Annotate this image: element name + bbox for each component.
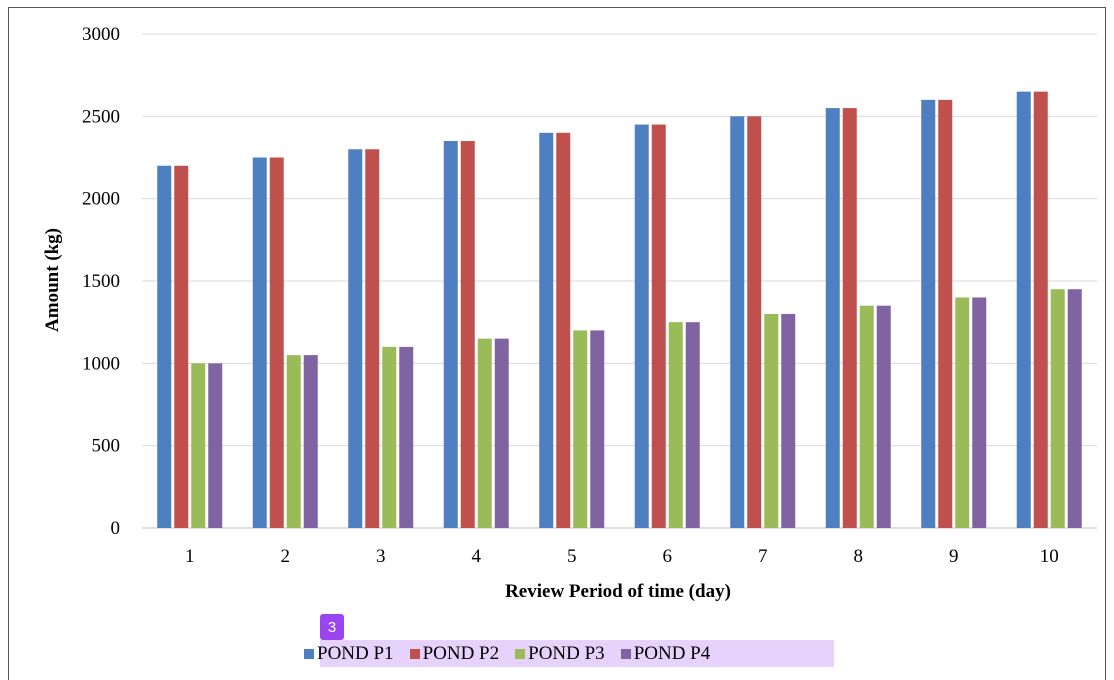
- bar-pond-p2-day-5: [556, 132, 571, 529]
- bar-pond-p1-day-8: [825, 108, 840, 528]
- bar-pond-p3-day-1: [191, 363, 206, 528]
- bar-pond-p2-day-10: [1033, 91, 1048, 528]
- bar-pond-p2-day-1: [174, 165, 189, 528]
- bar-pond-p3-day-8: [859, 305, 874, 528]
- legend-item-p1: POND P1: [304, 643, 394, 665]
- y-tick-label: 2500: [82, 106, 120, 127]
- bar-pond-p1-day-4: [443, 141, 458, 529]
- legend-item-p2: POND P2: [409, 642, 500, 665]
- x-tick-label: 4: [472, 546, 482, 567]
- bar-pond-p4-day-1: [208, 363, 223, 528]
- bars: [157, 91, 1082, 529]
- bar-pond-p3-day-4: [477, 338, 492, 528]
- bar-pond-p4-day-2: [303, 355, 318, 528]
- bar-pond-p2-day-2: [269, 157, 284, 528]
- bar-pond-p1-day-1: [157, 165, 172, 528]
- bar-pond-p3-day-7: [764, 313, 779, 528]
- bar-pond-p1-day-5: [539, 132, 554, 529]
- x-tick-label: 5: [567, 546, 577, 567]
- x-tick-label: 3: [376, 546, 386, 567]
- bar-pond-p2-day-6: [651, 124, 666, 529]
- y-tick-label: 0: [111, 518, 121, 539]
- bar-pond-p4-day-6: [685, 322, 700, 528]
- bar-pond-p1-day-2: [252, 157, 267, 528]
- x-tick-label: 8: [854, 546, 864, 567]
- bar-pond-p2-day-8: [842, 108, 857, 528]
- bar-pond-p4-day-7: [781, 313, 796, 528]
- bar-pond-p3-day-10: [1050, 289, 1065, 528]
- legend-label: POND P1: [317, 642, 394, 664]
- bar-pond-p4-day-5: [590, 330, 605, 528]
- bar-pond-p4-day-3: [399, 346, 414, 528]
- legend-highlight: [320, 640, 834, 667]
- legend-swatch: [620, 648, 631, 659]
- bar-pond-p2-day-7: [747, 116, 762, 528]
- bar-pond-p2-day-3: [365, 149, 380, 528]
- x-tick-label: 9: [949, 546, 959, 567]
- bar-pond-p4-day-8: [876, 305, 891, 528]
- gridlines: [142, 33, 1097, 529]
- y-tick-label: 1500: [82, 271, 120, 292]
- bar-pond-p1-day-9: [921, 99, 936, 528]
- bar-pond-p4-day-9: [972, 297, 987, 528]
- legend-swatch: [409, 648, 420, 659]
- legend-item-p3: POND P3: [515, 643, 605, 665]
- bar-pond-p3-day-5: [573, 330, 588, 528]
- x-tick-label: 2: [281, 546, 291, 567]
- bar-pond-p2-day-9: [938, 99, 953, 528]
- bar-pond-p3-day-9: [955, 297, 970, 528]
- legend-label: POND P2: [422, 642, 500, 664]
- x-tick-label: 1: [185, 546, 195, 567]
- x-axis-title: Review Period of time (day): [505, 581, 731, 602]
- bar-pond-p1-day-10: [1016, 91, 1031, 528]
- legend-swatch: [515, 648, 526, 659]
- legend: POND P1 POND P2 POND P3 POND P4: [304, 640, 834, 667]
- y-tick-label: 1000: [82, 353, 120, 374]
- x-tick-labels: 1 2 3 4 5 6 7 8 9 10: [185, 546, 1059, 567]
- legend-swatch: [304, 648, 314, 659]
- y-tick-label: 500: [92, 436, 121, 457]
- legend-label: POND P4: [633, 642, 711, 664]
- bar-pond-p3-day-6: [668, 322, 683, 528]
- annotation-badge[interactable]: 3: [320, 614, 344, 640]
- bar-pond-p3-day-2: [286, 355, 301, 528]
- bar-pond-p2-day-4: [460, 141, 475, 529]
- x-tick-label: 6: [663, 546, 673, 567]
- y-axis-title: Amount (kg): [42, 228, 63, 332]
- y-tick-labels: 0 500 1000 1500 2000 2500 3000: [82, 24, 120, 539]
- x-tick-label: 10: [1040, 546, 1059, 567]
- bar-pond-p1-day-3: [348, 149, 363, 528]
- bar-pond-p4-day-4: [494, 338, 509, 528]
- legend-item-p4: POND P4: [620, 642, 711, 665]
- bar-pond-p1-day-6: [634, 124, 649, 529]
- bar-pond-p4-day-10: [1067, 289, 1082, 528]
- x-tick-label: 7: [758, 546, 768, 567]
- bar-pond-p3-day-3: [382, 346, 397, 528]
- legend-label: POND P3: [528, 642, 605, 664]
- bar-pond-p1-day-7: [730, 116, 745, 528]
- y-tick-label: 3000: [82, 24, 120, 45]
- y-tick-label: 2000: [82, 189, 120, 210]
